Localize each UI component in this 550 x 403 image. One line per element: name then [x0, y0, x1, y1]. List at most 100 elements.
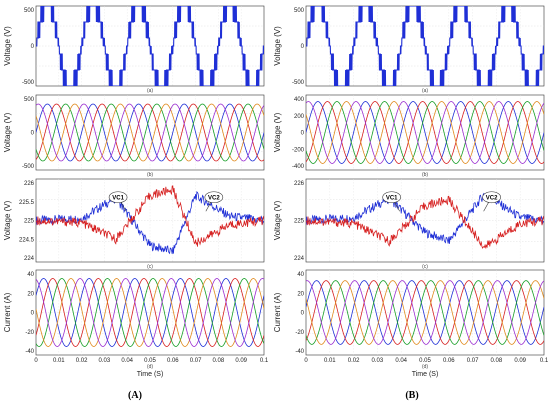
- panel-sublabel: (d): [422, 364, 428, 370]
- x-tick-label: 0.07: [467, 358, 479, 364]
- x-tick-label: 0.07: [190, 358, 202, 364]
- y-tick-label: 0: [301, 131, 305, 137]
- callout-leader: [205, 202, 212, 212]
- callout-ellipse: [382, 191, 401, 204]
- y-tick-label: 400: [294, 97, 305, 103]
- series-line: [306, 280, 544, 345]
- panel-sublabel: (a): [147, 88, 153, 94]
- series-line: [36, 6, 264, 86]
- y-axis-label: Voltage (V): [273, 112, 282, 152]
- y-tick-label: 226: [294, 181, 305, 187]
- x-tick-label: 0.03: [99, 358, 111, 364]
- y-axis-label: Voltage (V): [273, 26, 282, 66]
- y-tick-label: 224: [24, 256, 35, 262]
- x-tick-label: 0.02: [348, 358, 360, 364]
- vc2-callout: VC2: [482, 191, 501, 212]
- panel-a-3: 226 225.5 225 224.5 224 Voltage (V) (c) VC1 VC2: [3, 178, 265, 270]
- series-line: [306, 101, 544, 164]
- y-tick-label: 500: [24, 8, 35, 14]
- panel-sublabel: (c): [422, 264, 428, 270]
- y-axis-label: Voltage (V): [3, 200, 12, 240]
- series-line: [36, 191, 264, 255]
- panel-sublabel: (c): [147, 264, 153, 270]
- callout-label: VC1: [386, 195, 398, 201]
- panel-a-1: 500 0 -500 Voltage (V) (a): [3, 5, 265, 94]
- y-tick-label: 225.5: [19, 200, 35, 206]
- y-tick-label: 0: [31, 44, 35, 50]
- y-axis-label: Current (A): [273, 292, 282, 332]
- x-tick-label: 0.05: [144, 358, 156, 364]
- panel-b-2: 400 200 0 -200 -400 Voltage (V) (b): [273, 94, 545, 178]
- series-layer: [36, 103, 264, 162]
- panels-layer: 500 0 -500 Voltage (V) (a) 500 0 -500 Voltage (V…: [3, 5, 549, 378]
- panel-sublabel: (b): [147, 172, 153, 178]
- x-tick-label: 0.03: [372, 358, 384, 364]
- y-tick-label: -20: [295, 330, 304, 336]
- y-axis-label: Voltage (V): [3, 26, 12, 66]
- series-line: [306, 101, 544, 164]
- series-layer: [36, 278, 264, 347]
- y-tick-label: 0: [31, 131, 35, 137]
- panel-sublabel: (a): [422, 88, 428, 94]
- y-tick-label: -400: [292, 164, 305, 170]
- y-tick-label: 500: [24, 97, 35, 103]
- y-tick-label: 500: [294, 8, 305, 14]
- series-line: [306, 101, 544, 164]
- x-tick-label: 0.06: [443, 358, 455, 364]
- callout-ellipse: [204, 191, 224, 204]
- x-tick-label: 0.05: [419, 358, 431, 364]
- y-tick-label: -40: [25, 349, 34, 355]
- panel-b-3: 226 225 224 Voltage (V) (c) VC1 VC2: [273, 178, 545, 270]
- panel-b-4: 40 20 0 -20 -40 Current (A) (d) 0 0.01 0.02 0.03 0.…: [273, 269, 549, 378]
- callout-ellipse: [108, 191, 128, 204]
- y-tick-label: 0: [31, 311, 35, 317]
- y-tick-label: 0: [301, 44, 305, 50]
- y-tick-label: -40: [295, 349, 304, 355]
- x-tick-label: 0.1: [540, 358, 549, 364]
- callout-label: VC1: [112, 195, 124, 201]
- y-tick-label: 20: [297, 291, 304, 297]
- series-line: [306, 101, 544, 164]
- callout-label: VC2: [486, 195, 498, 201]
- series-layer: [36, 6, 264, 86]
- y-tick-label: 0: [301, 311, 305, 317]
- y-tick-label: 40: [27, 272, 34, 278]
- vc2-callout: VC2: [204, 191, 224, 212]
- series-line: [36, 103, 264, 162]
- callout-ellipse: [482, 191, 501, 204]
- callout-leader: [483, 202, 489, 212]
- y-axis-label: Voltage (V): [273, 200, 282, 240]
- x-axis-label: Time (S): [137, 371, 164, 378]
- x-tick-label: 0: [34, 358, 38, 364]
- y-tick-label: 224.5: [19, 237, 35, 243]
- callout-leader: [394, 202, 400, 212]
- figure-label-right: (B): [405, 390, 418, 401]
- panel-a-2: 500 0 -500 Voltage (V) (b): [3, 94, 265, 178]
- series-line: [306, 195, 544, 249]
- callout-leader: [120, 202, 127, 212]
- series-line: [36, 103, 264, 162]
- y-tick-label: -20: [25, 330, 34, 336]
- series-line: [36, 278, 264, 347]
- series-layer: [306, 192, 544, 249]
- y-tick-label: 226: [24, 181, 35, 187]
- x-tick-label: 0.1: [260, 358, 269, 364]
- panel-sublabel: (b): [422, 172, 428, 178]
- series-layer: [306, 280, 544, 345]
- x-tick-label: 0: [304, 358, 308, 364]
- series-line: [306, 280, 544, 345]
- panel-b-1: 500 0 -500 Voltage (V) (a): [273, 5, 545, 94]
- x-tick-label: 0.01: [324, 358, 336, 364]
- y-tick-label: -500: [22, 80, 35, 86]
- x-tick-label: 0.04: [395, 358, 407, 364]
- x-axis-label: Time (S): [412, 371, 439, 378]
- vc1-callout: VC1: [108, 191, 128, 212]
- series-layer: [306, 101, 544, 164]
- x-tick-label: 0.09: [514, 358, 526, 364]
- y-tick-label: 40: [297, 272, 304, 278]
- y-tick-label: 20: [27, 291, 34, 297]
- y-tick-label: -500: [22, 164, 35, 170]
- y-axis-label: Voltage (V): [3, 112, 12, 152]
- figure-label-left: (A): [128, 390, 142, 401]
- y-tick-label: 200: [294, 114, 305, 120]
